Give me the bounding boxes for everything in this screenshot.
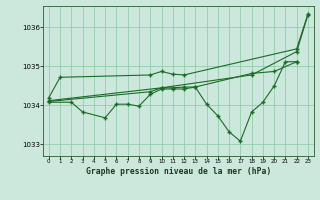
X-axis label: Graphe pression niveau de la mer (hPa): Graphe pression niveau de la mer (hPa) — [86, 167, 271, 176]
